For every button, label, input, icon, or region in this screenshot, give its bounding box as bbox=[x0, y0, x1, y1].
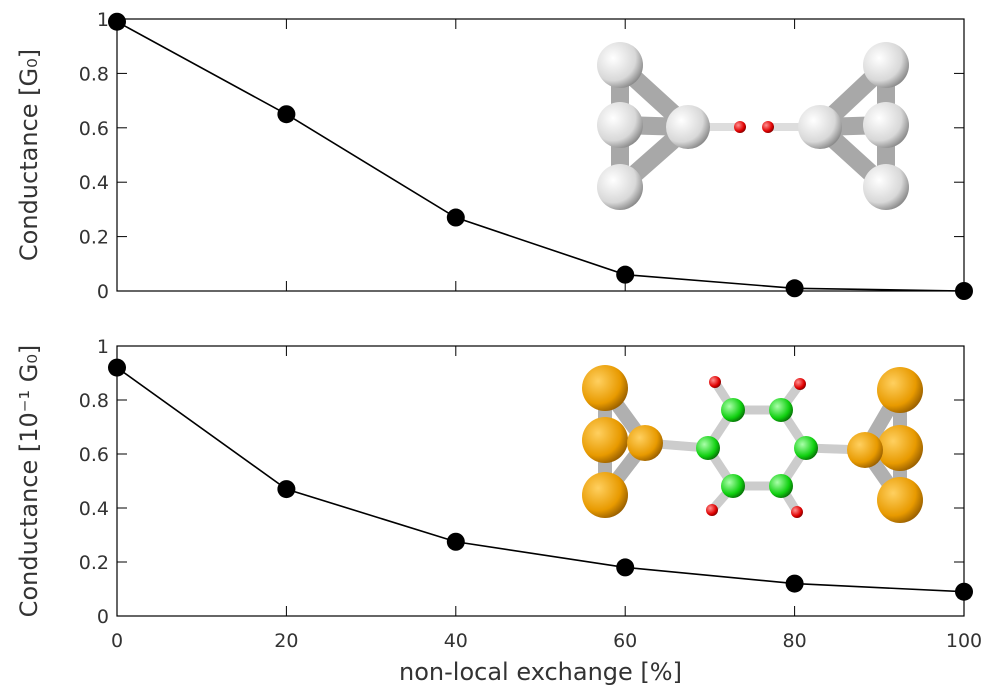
data-point bbox=[616, 558, 634, 576]
data-line bbox=[117, 368, 964, 592]
y-axis-label: Conductance [G₀] bbox=[15, 49, 43, 261]
data-point bbox=[277, 480, 295, 498]
y-tick-label: 0.6 bbox=[79, 118, 109, 140]
x-tick-label: 40 bbox=[444, 630, 468, 652]
data-point bbox=[955, 583, 973, 601]
data-point bbox=[108, 359, 126, 377]
data-point bbox=[786, 279, 804, 297]
data-point bbox=[108, 13, 126, 31]
y-tick-label: 0.2 bbox=[79, 227, 109, 249]
y-tick-label: 0 bbox=[97, 606, 109, 628]
data-point bbox=[955, 282, 973, 300]
molecule-illustration bbox=[582, 365, 923, 523]
y-tick-label: 0.2 bbox=[79, 552, 109, 574]
y-tick-label: 1 bbox=[97, 336, 109, 358]
plot-frame bbox=[117, 346, 964, 616]
data-point bbox=[616, 266, 634, 284]
data-line bbox=[117, 22, 964, 291]
y-tick-label: 0.8 bbox=[79, 63, 109, 85]
y-tick-label: 0 bbox=[97, 281, 109, 303]
data-point bbox=[447, 209, 465, 227]
plot-frame bbox=[117, 19, 964, 291]
x-tick-label: 20 bbox=[274, 630, 298, 652]
data-point bbox=[277, 105, 295, 123]
data-point bbox=[447, 533, 465, 551]
x-tick-label: 0 bbox=[111, 630, 123, 652]
y-tick-label: 0.6 bbox=[79, 444, 109, 466]
x-axis-label: non-local exchange [%] bbox=[399, 658, 682, 686]
x-tick-label: 80 bbox=[783, 630, 807, 652]
molecule-illustration bbox=[597, 42, 909, 210]
x-tick-label: 60 bbox=[613, 630, 637, 652]
y-axis-label: Conductance [10⁻¹ G₀] bbox=[15, 345, 43, 618]
y-tick-label: 0.4 bbox=[79, 498, 109, 520]
y-tick-label: 1 bbox=[97, 9, 109, 31]
x-tick-label: 100 bbox=[946, 630, 982, 652]
y-tick-label: 0.4 bbox=[79, 172, 109, 194]
y-tick-label: 0.8 bbox=[79, 390, 109, 412]
chart: 0 0.2 0.4 0.6 0.8 1 Conductance [G₀] 0 0.2 0.4 0.6… bbox=[0, 0, 986, 690]
data-point bbox=[786, 575, 804, 593]
